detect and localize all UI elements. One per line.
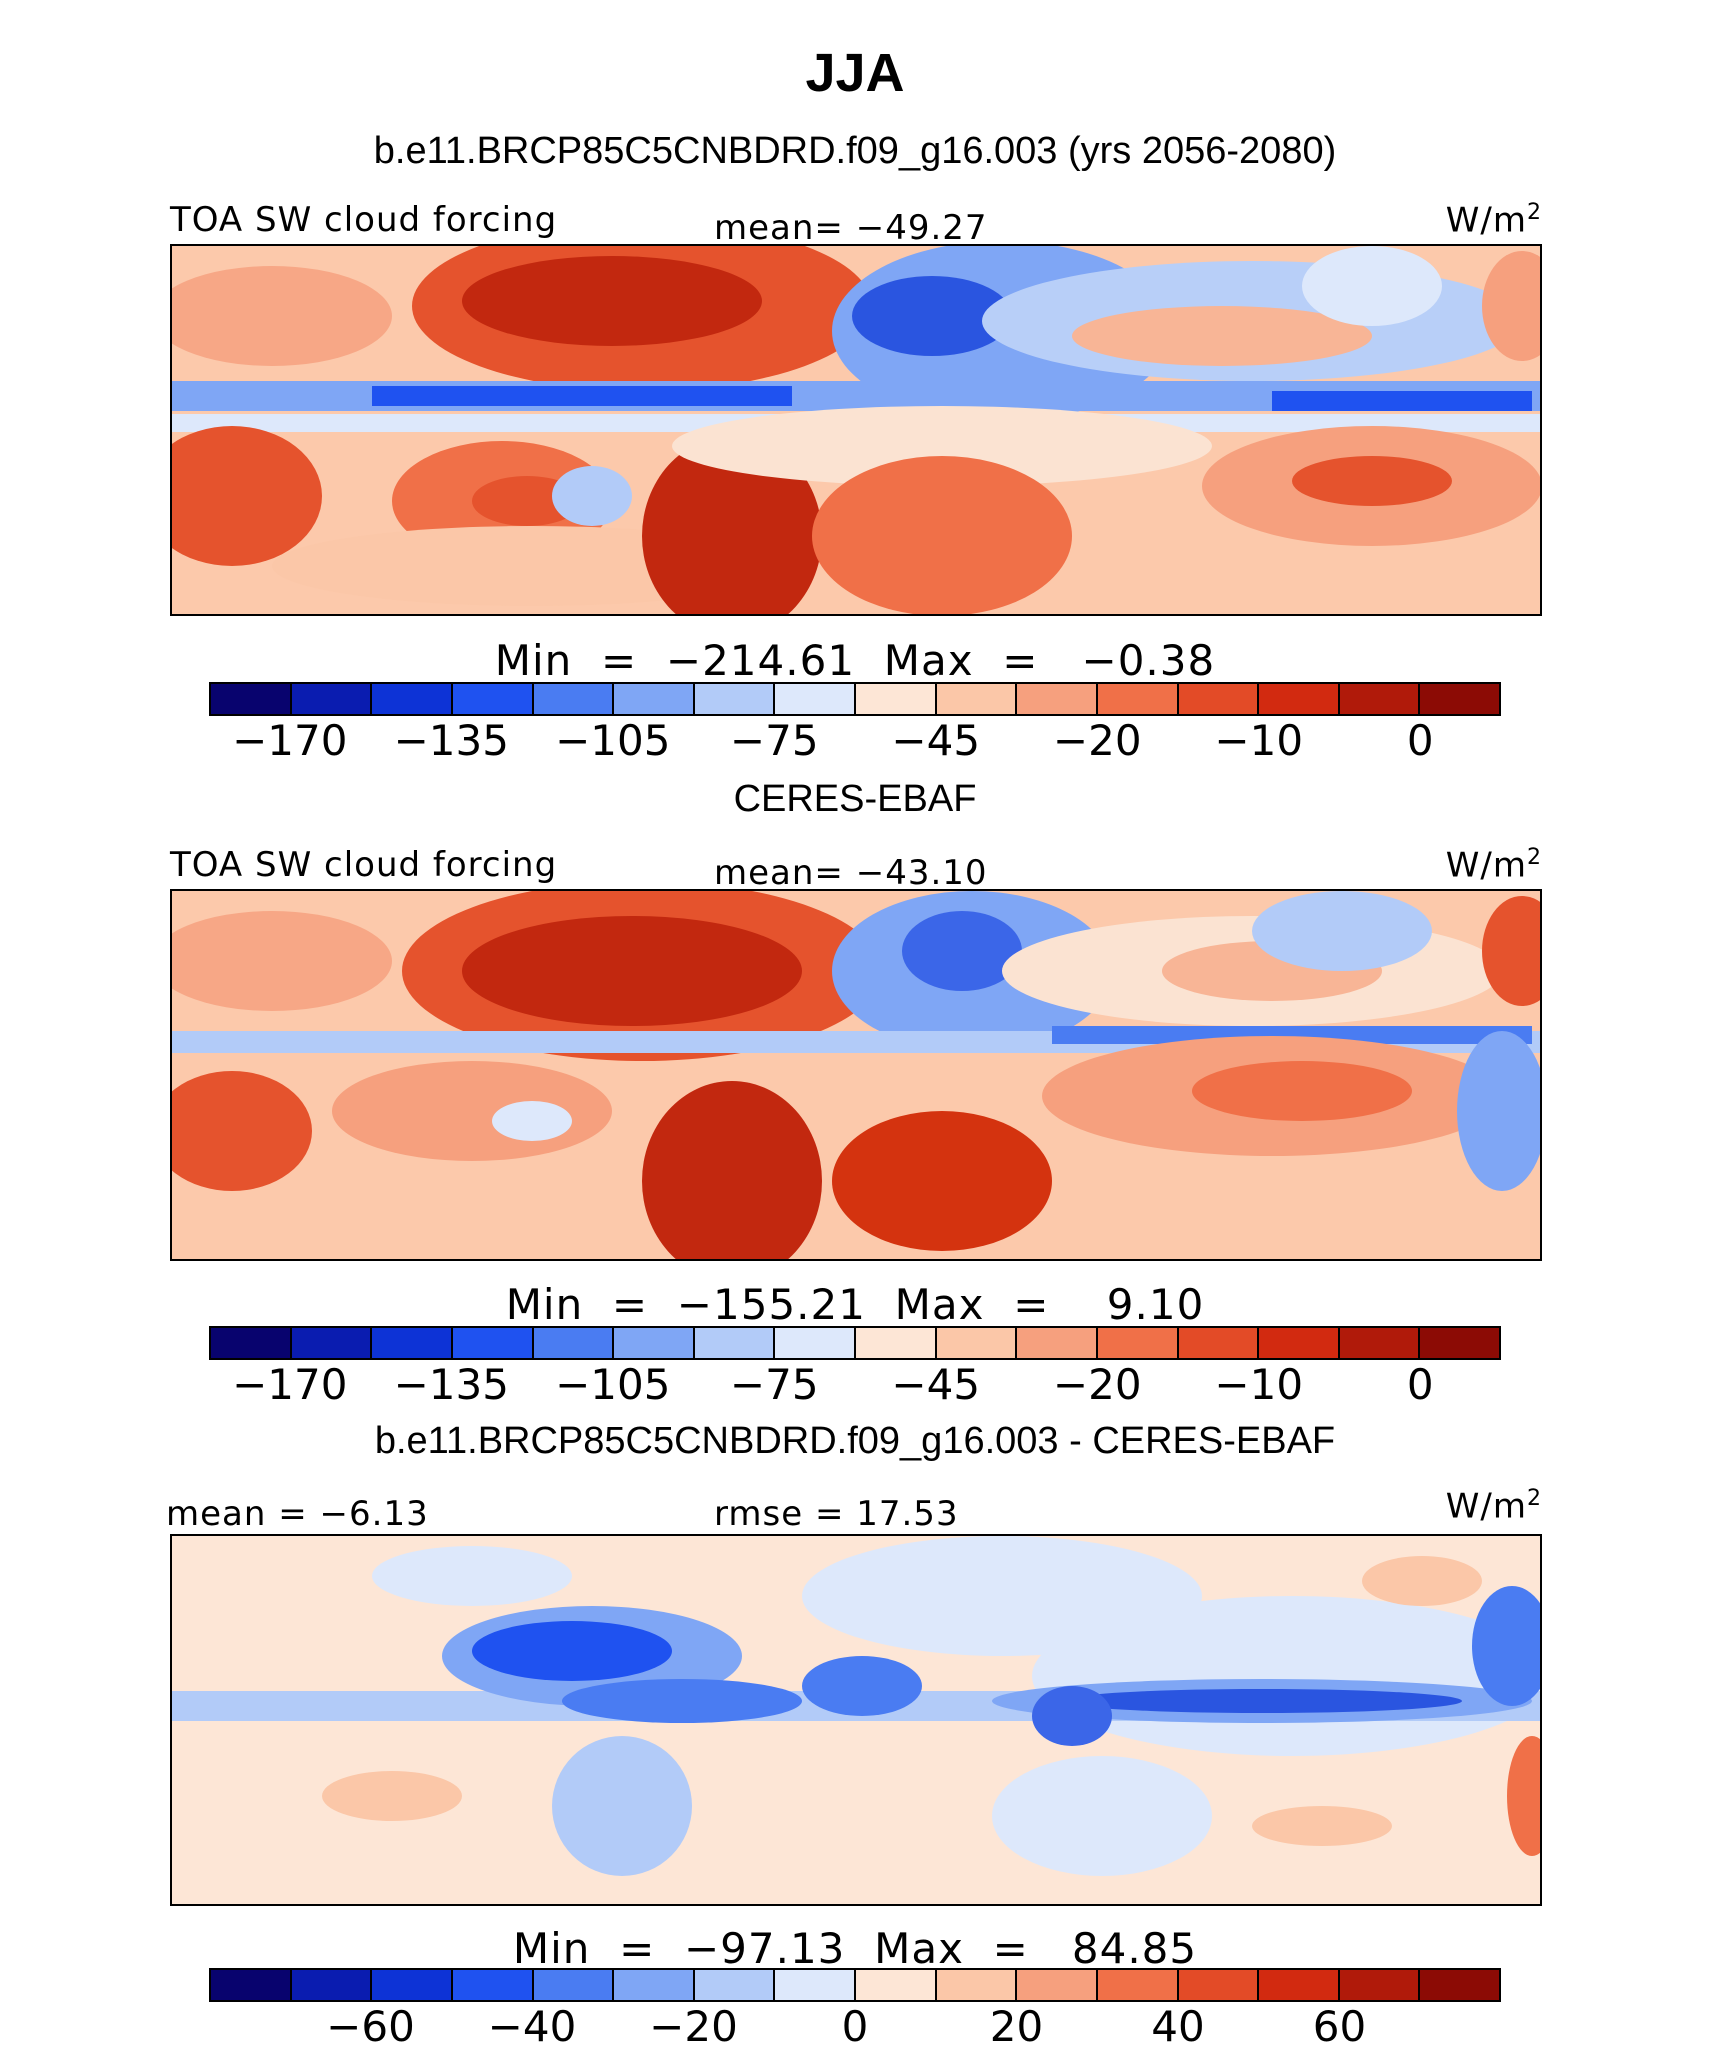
colorbar-tick-label: −75 [729, 716, 819, 765]
colorbar-box [614, 1970, 695, 2000]
colorbar-box [694, 1970, 776, 2000]
colorbar-box [533, 1970, 615, 2000]
panel-2-mean-label: mean= −43.10 [714, 853, 988, 893]
colorbar-tick-label: −105 [555, 716, 671, 765]
colorbar-box [1259, 684, 1340, 714]
panel-3-map [170, 1534, 1542, 1906]
colorbar-tick-label: −40 [487, 2002, 577, 2051]
colorbar-box [1097, 1328, 1179, 1358]
colorbar-box [211, 1970, 292, 2000]
colorbar-tick-label: −170 [232, 1360, 348, 1409]
colorbar-tick-label: −45 [891, 1360, 981, 1409]
colorbar-tick-label: −105 [555, 1360, 671, 1409]
panel-2-colorbar [209, 1326, 1501, 1360]
colorbar-tick-label: 0 [1406, 716, 1434, 765]
panel-2-units: W/m2 [1445, 845, 1542, 886]
colorbar-box [614, 1328, 695, 1358]
colorbar-tick-label: 0 [1406, 1360, 1434, 1409]
colorbar-tick-label: −170 [232, 716, 348, 765]
colorbar-box [1420, 1328, 1499, 1358]
colorbar-box [1097, 684, 1179, 714]
panel-2-colorbar-ticks: −170 −135 −105 −75 −45 −20 −10 0 [209, 1360, 1501, 1410]
colorbar-box [452, 684, 534, 714]
colorbar-box [936, 1970, 1018, 2000]
panel-1-variable-label: TOA SW cloud forcing [170, 200, 558, 240]
colorbar-box [533, 684, 615, 714]
colorbar-box [372, 1328, 453, 1358]
colorbar-box [1420, 1970, 1499, 2000]
colorbar-box [1420, 684, 1499, 714]
panel-1-units: W/m2 [1445, 200, 1542, 241]
panel-1-map [170, 244, 1542, 616]
panel-1-mean-label: mean= −49.27 [714, 208, 988, 248]
colorbar-box [1339, 1970, 1421, 2000]
colorbar-box [533, 1328, 615, 1358]
colorbar-tick-label: 40 [1151, 2002, 1205, 2051]
colorbar-box [372, 684, 453, 714]
panel-2-subtitle: CERES-EBAF [733, 778, 977, 820]
colorbar-box [211, 684, 292, 714]
panel-3-subtitle: b.e11.BRCP85C5CNBDRD.f09_g16.003 - CERES… [374, 1420, 1336, 1462]
panel-3-minmax: Min = −97.13 Max = 84.85 [512, 1924, 1198, 1973]
colorbar-tick-label: −60 [326, 2002, 415, 2051]
colorbar-box [291, 1970, 373, 2000]
colorbar-box [211, 1328, 292, 1358]
colorbar-box [1178, 684, 1260, 714]
colorbar-box [1339, 1328, 1421, 1358]
colorbar-box [936, 684, 1018, 714]
panel-3-rmse-label: rmse = 17.53 [714, 1494, 959, 1534]
colorbar-tick-label: −135 [393, 1360, 509, 1409]
colorbar-tick-label: −20 [649, 2002, 738, 2051]
colorbar-tick-label: −135 [393, 716, 509, 765]
colorbar-box [856, 1328, 937, 1358]
colorbar-box [1017, 684, 1098, 714]
colorbar-box [1097, 1970, 1179, 2000]
colorbar-box [936, 1328, 1018, 1358]
panel-3-colorbar-ticks: −60 −40 −20 0 20 40 60 [209, 2002, 1501, 2052]
colorbar-tick-label: 0 [841, 2002, 869, 2051]
colorbar-box [291, 684, 373, 714]
panel-1-colorbar [209, 682, 1501, 716]
colorbar-box [1259, 1970, 1340, 2000]
colorbar-tick-label: −20 [1052, 716, 1142, 765]
colorbar-box [775, 1328, 856, 1358]
colorbar-tick-label: −10 [1214, 1360, 1304, 1409]
colorbar-box [1339, 684, 1421, 714]
colorbar-box [452, 1328, 534, 1358]
colorbar-tick-label: −75 [729, 1360, 819, 1409]
panel-2-map [170, 889, 1542, 1261]
panel-3-colorbar [209, 1968, 1501, 2002]
panel-3-mean-label: mean = −6.13 [166, 1494, 429, 1534]
colorbar-tick-label: −45 [891, 716, 981, 765]
colorbar-box [694, 684, 776, 714]
panel-1-minmax: Min = −214.61 Max = −0.38 [494, 636, 1216, 685]
panel-1-colorbar-ticks: −170 −135 −105 −75 −45 −20 −10 0 [209, 716, 1501, 766]
colorbar-box [775, 684, 856, 714]
colorbar-box [775, 1970, 856, 2000]
colorbar-box [1178, 1970, 1260, 2000]
colorbar-tick-label: −10 [1214, 716, 1304, 765]
colorbar-box [614, 684, 695, 714]
panel-3-units: W/m2 [1445, 1486, 1542, 1527]
colorbar-box [1259, 1328, 1340, 1358]
colorbar-box [856, 684, 937, 714]
colorbar-box [452, 1970, 534, 2000]
colorbar-box [694, 1328, 776, 1358]
colorbar-tick-label: −20 [1052, 1360, 1142, 1409]
colorbar-box [372, 1970, 453, 2000]
colorbar-box [1017, 1970, 1098, 2000]
panel-1-subtitle: b.e11.BRCP85C5CNBDRD.f09_g16.003 (yrs 20… [373, 130, 1337, 172]
colorbar-box [1017, 1328, 1098, 1358]
colorbar-box [291, 1328, 373, 1358]
figure-title: JJA [805, 43, 905, 103]
colorbar-tick-label: 60 [1312, 2002, 1367, 2051]
colorbar-box [1178, 1328, 1260, 1358]
panel-2-variable-label: TOA SW cloud forcing [170, 845, 558, 885]
colorbar-box [856, 1970, 937, 2000]
panel-2-minmax: Min = −155.21 Max = 9.10 [505, 1280, 1205, 1329]
colorbar-tick-label: 20 [989, 2002, 1044, 2051]
